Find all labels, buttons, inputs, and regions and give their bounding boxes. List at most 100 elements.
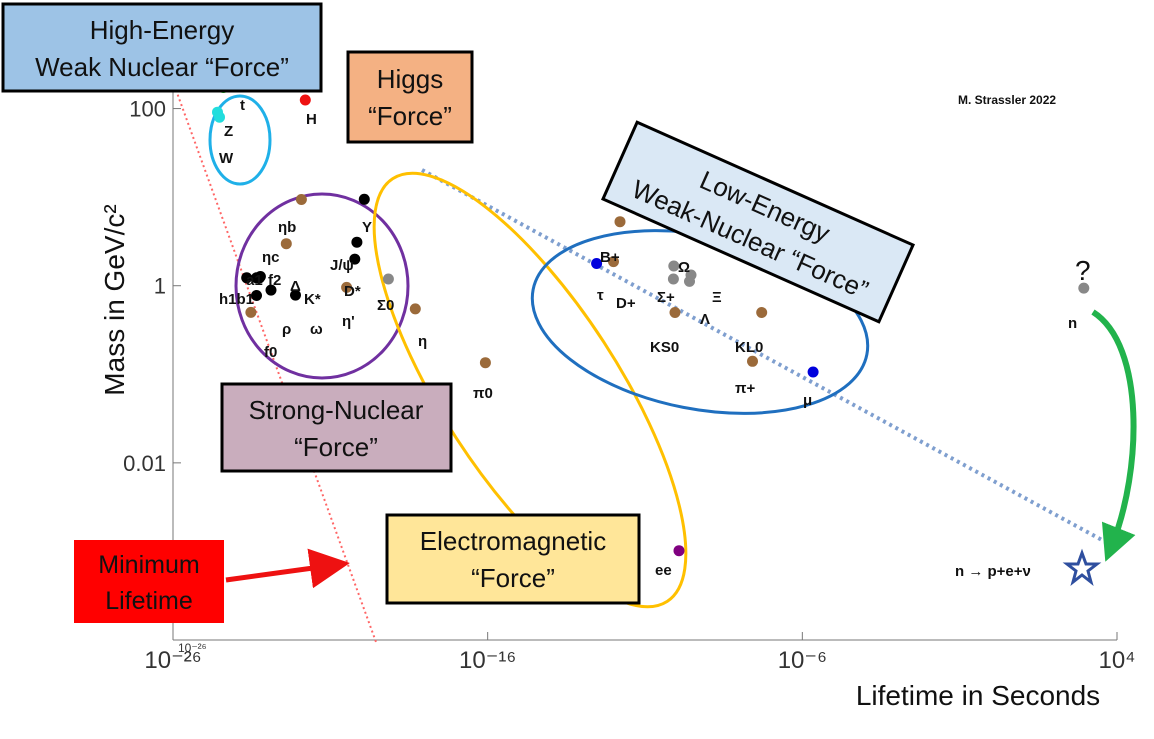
data-point (1078, 282, 1090, 294)
data-point (673, 545, 685, 557)
data-point (747, 355, 758, 367)
data-point (591, 258, 603, 269)
weak-trend-line (421, 168, 1114, 548)
data-point (214, 111, 225, 123)
electromagnetic-box: Electromagnetic “Force” (385, 513, 641, 605)
data-point (614, 216, 626, 228)
label-tau: τ (597, 287, 604, 304)
low-energy-weak-box: Low-Energy Weak-Nuclear “Force” (600, 120, 916, 324)
label-kstar: K* (304, 291, 321, 308)
label-eta-prime: η' (342, 313, 355, 330)
label-omega-baryon: Ω (678, 259, 690, 276)
label-decay: n → p+e+ν (955, 563, 1031, 580)
label-pi0: π0 (473, 385, 493, 402)
data-point (807, 366, 819, 378)
label-dstar: D* (344, 283, 361, 300)
x-tick-label: 10⁻¹⁶ (459, 647, 516, 674)
minimum-lifetime-line1: Minimum (98, 551, 199, 579)
data-point (265, 284, 277, 296)
data-point (351, 236, 363, 248)
decay-star-icon (1062, 548, 1102, 586)
data-point (254, 272, 265, 284)
data-point (667, 273, 679, 285)
particle-labels: t Z W H ηb Υ ηc J/ψ D* Σ0 η' a1 f2 Δ h1b… (219, 97, 1091, 580)
high-energy-weak-box: High-Energy Weak Nuclear “Force” (1, 2, 323, 93)
high-energy-weak-line2: Weak Nuclear “Force” (35, 52, 289, 82)
data-point (669, 307, 681, 318)
label-sigma0: Σ0 (377, 297, 394, 314)
x-ticks: 10⁻²⁶ 10⁻¹⁶ 10⁻⁶ 10⁴ (144, 632, 1136, 674)
strong-line2: “Force” (294, 432, 378, 462)
label-f0: f0 (264, 344, 277, 361)
electromagnetic-line1: Electromagnetic (420, 526, 606, 556)
label-ks0: KS0 (650, 339, 679, 356)
label-bplus: B+ (600, 249, 620, 266)
label-question: ? (1075, 255, 1091, 286)
data-point (756, 307, 768, 318)
strong-force-circle (234, 192, 410, 380)
data-point (251, 290, 262, 301)
x-tick-label: 10⁻⁶ (778, 647, 827, 674)
y-ticks: 100 1 0.01 (123, 97, 181, 476)
label-upsilon: Υ (362, 219, 372, 236)
data-point (341, 281, 353, 293)
label-sigmaplus: Σ+ (657, 289, 675, 306)
electromagnetic-line2: “Force” (471, 563, 555, 593)
x-tick-label: 10⁴ (1098, 647, 1135, 674)
label-f2: f2 (268, 272, 281, 289)
data-point (349, 253, 361, 265)
data-point (295, 194, 307, 205)
credit-label: M. Strassler 2022 (958, 93, 1056, 107)
label-jpsi: J/ψ (330, 257, 354, 274)
data-points (212, 82, 1090, 557)
data-point (684, 275, 695, 287)
label-t: t (240, 97, 245, 114)
label-h: H (306, 111, 317, 128)
data-point (280, 238, 292, 250)
y-axis-label: Mass in GeV/c² (99, 204, 130, 395)
higgs-box: Higgs “Force” (346, 50, 474, 144)
label-w: W (219, 150, 234, 167)
higgs-line1: Higgs (377, 64, 443, 94)
label-delta: Δ (290, 278, 301, 295)
label-h1b1: h1b1 (219, 291, 254, 308)
data-point (245, 306, 257, 318)
axes (172, 20, 1117, 641)
label-omega: ω (310, 321, 323, 338)
y-tick-label: 0.01 (123, 451, 166, 476)
strong-force-box: Strong-Nuclear “Force” (220, 382, 453, 473)
label-dplus: D+ (616, 295, 636, 312)
label-eta-c: ηc (262, 249, 280, 266)
label-neutron: n (1068, 315, 1077, 332)
data-point (299, 94, 311, 106)
minimum-lifetime-line2: Lifetime (105, 587, 193, 615)
label-ee: ee (655, 562, 672, 579)
minimum-lifetime-box: Minimum Lifetime (74, 540, 224, 623)
y-tick-label: 1 (154, 274, 166, 299)
data-point (358, 193, 370, 205)
strong-line1: Strong-Nuclear (249, 395, 424, 425)
high-energy-weak-line1: High-Energy (90, 15, 235, 45)
higgs-line2: “Force” (368, 101, 452, 131)
label-a1: a1 (246, 272, 263, 289)
label-eta: η (418, 333, 427, 350)
label-lambda: Λ (700, 311, 710, 328)
label-rho: ρ (282, 321, 291, 338)
label-xi: Ξ (712, 289, 722, 306)
neutron-decay-arrow (1091, 309, 1137, 562)
label-kl0: KL0 (735, 339, 763, 356)
label-z: Z (224, 123, 233, 140)
electromagnetic-ellipse (372, 171, 688, 609)
x-tick-overlap-label: 10⁻²⁶ (178, 641, 207, 655)
high-energy-weak-ellipse (208, 94, 272, 186)
data-point (382, 273, 394, 285)
data-point (290, 289, 301, 301)
x-tick-label: 10⁻²⁶ (144, 647, 201, 674)
data-point (479, 357, 491, 369)
data-point (668, 260, 680, 272)
label-eta-b: ηb (278, 219, 296, 236)
minimum-lifetime-arrow (225, 548, 350, 589)
data-point (241, 272, 253, 284)
x-axis-label: Lifetime in Seconds (856, 680, 1100, 711)
